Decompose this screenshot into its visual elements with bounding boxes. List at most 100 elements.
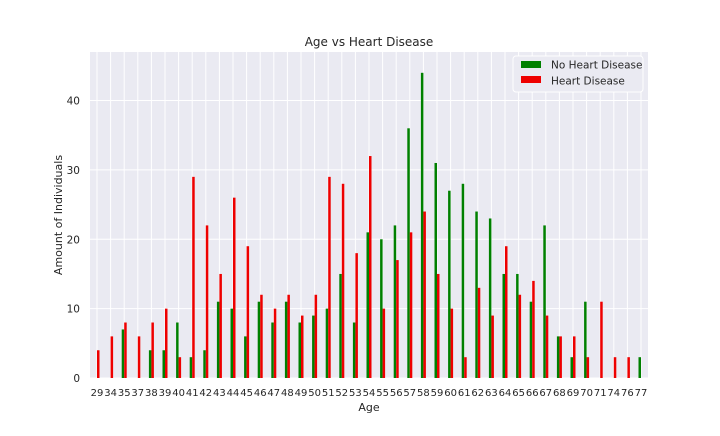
x-tick-label: 44 (227, 388, 240, 399)
x-tick-label: 65 (512, 388, 525, 399)
x-tick-label: 62 (471, 388, 484, 399)
bar-heart-disease (477, 287, 481, 378)
bar-no-heart-disease (298, 322, 301, 378)
bar-heart-disease (600, 301, 603, 378)
legend-box (512, 55, 644, 93)
x-tick-label: 35 (118, 388, 131, 399)
x-tick-label: 56 (390, 388, 403, 399)
bar-no-heart-disease (325, 308, 329, 378)
legend-label-no-heart-disease: No Heart Disease (551, 60, 642, 72)
bar-no-heart-disease (284, 301, 288, 378)
x-tick-label: 77 (635, 388, 648, 399)
y-tick-label: 40 (67, 96, 80, 108)
y-tick-labels: 0 10 20 30 40 (67, 96, 80, 385)
bar-heart-disease (491, 315, 494, 378)
bar-no-heart-disease (488, 218, 492, 378)
x-tick-label: 59 (431, 388, 444, 399)
x-tick-label: 43 (213, 388, 226, 399)
bar-no-heart-disease (543, 225, 546, 378)
x-tick-label: 51 (322, 388, 335, 399)
x-tick-label: 67 (539, 388, 552, 399)
bar-no-heart-disease (176, 322, 179, 378)
x-tick-label: 38 (145, 388, 158, 399)
bar-no-heart-disease (339, 273, 342, 378)
bar-heart-disease (151, 322, 154, 378)
legend-swatch-no-heart-disease (521, 61, 541, 68)
x-tick-label: 37 (131, 388, 144, 399)
bar-no-heart-disease (203, 350, 206, 378)
bar-heart-disease (518, 294, 522, 378)
x-tick-label: 58 (417, 388, 430, 399)
bar-heart-disease (532, 280, 535, 378)
bar-heart-disease (437, 273, 440, 378)
bar-no-heart-disease (230, 308, 233, 378)
bar-heart-disease (219, 273, 222, 378)
x-tick-label: 42 (199, 388, 212, 399)
y-tick-label: 20 (67, 234, 80, 246)
legend-label-heart-disease: Heart Disease (551, 76, 625, 88)
bar-no-heart-disease (312, 315, 315, 378)
bar-heart-disease (396, 260, 399, 378)
bar-no-heart-disease (529, 301, 533, 378)
y-tick-label: 30 (67, 165, 80, 177)
bar-heart-disease (178, 357, 182, 378)
x-tick-label: 52 (335, 388, 348, 399)
bar-no-heart-disease (420, 72, 424, 379)
bar-no-heart-disease (366, 232, 369, 378)
bar-heart-disease (124, 322, 127, 378)
bar-heart-disease (97, 350, 100, 378)
bar-heart-disease (355, 253, 358, 378)
x-tick-label: 49 (295, 388, 308, 399)
bar-heart-disease (450, 308, 454, 378)
x-tick-label: 60 (444, 388, 457, 399)
bar-no-heart-disease (162, 350, 165, 378)
x-tick-label: 39 (159, 388, 172, 399)
x-tick-label: 46 (254, 388, 267, 399)
bar-no-heart-disease (148, 350, 152, 378)
bar-no-heart-disease (352, 322, 356, 378)
legend-swatch-heart-disease (521, 76, 541, 83)
bar-group (97, 72, 641, 379)
x-tick-label: 47 (267, 388, 280, 399)
bar-no-heart-disease (638, 357, 641, 378)
bar-heart-disease (559, 336, 562, 378)
x-tick-label: 54 (363, 388, 376, 399)
bar-heart-disease (382, 308, 386, 378)
bar-heart-disease (192, 176, 195, 378)
x-tick-label: 64 (499, 388, 512, 399)
bar-no-heart-disease (516, 273, 519, 378)
x-tick-labels: 29 34 35 37 38 39 40 41 42 43 44 45 46 47 48 49 50 51 52 53… (91, 388, 648, 399)
bar-heart-disease (205, 225, 209, 378)
chart-title: Age vs Heart Disease (305, 35, 434, 49)
legend: No Heart Disease Heart Disease (512, 55, 644, 93)
y-tick-label: 10 (67, 304, 80, 316)
bar-no-heart-disease (461, 183, 465, 378)
x-tick-label: 76 (621, 388, 634, 399)
bar-heart-disease (301, 315, 304, 378)
bar-heart-disease (233, 197, 236, 378)
bar-heart-disease (409, 232, 413, 378)
bar-no-heart-disease (407, 128, 410, 378)
bar-no-heart-disease (448, 190, 451, 378)
bar-heart-disease (328, 176, 331, 378)
bar-no-heart-disease (556, 336, 560, 378)
bar-heart-disease (137, 336, 141, 378)
x-tick-label: 74 (607, 388, 620, 399)
x-tick-label: 57 (403, 388, 416, 399)
bar-no-heart-disease (244, 336, 247, 378)
bar-no-heart-disease (380, 239, 383, 378)
bar-heart-disease (165, 308, 168, 378)
x-tick-label: 40 (172, 388, 185, 399)
x-tick-label: 29 (91, 388, 104, 399)
bar-no-heart-disease (434, 162, 437, 378)
bar-heart-disease (273, 308, 277, 378)
x-tick-label: 70 (580, 388, 593, 399)
bar-heart-disease (464, 357, 467, 378)
bar-heart-disease (287, 294, 290, 378)
bar-no-heart-disease (570, 357, 573, 378)
bar-no-heart-disease (121, 329, 125, 378)
bar-no-heart-disease (189, 357, 193, 378)
bar-heart-disease (613, 357, 617, 378)
bar-heart-disease (314, 294, 318, 378)
